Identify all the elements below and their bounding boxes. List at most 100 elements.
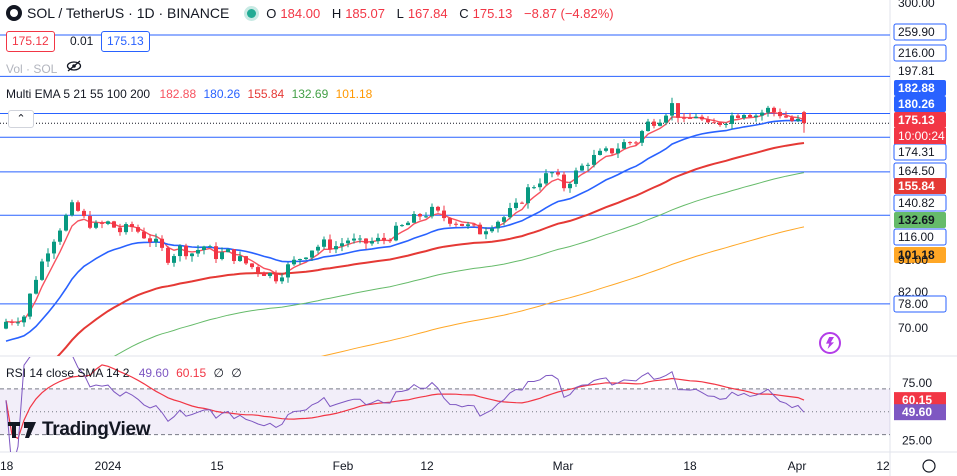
price-tag — [893, 23, 947, 41]
candle-body — [358, 238, 362, 240]
candle-body — [766, 107, 770, 113]
candle-body — [598, 150, 602, 155]
candle-body — [88, 216, 92, 228]
candle-body — [118, 227, 122, 233]
candle-body — [748, 114, 752, 118]
buy-price-button[interactable]: 175.13 — [101, 31, 150, 52]
candle-body — [310, 250, 314, 258]
symbol-title[interactable]: SOL / TetherUS · 1D · BINANCE — [27, 5, 230, 21]
ema55-line — [56, 142, 805, 356]
candle-body — [274, 272, 278, 282]
candle-body — [316, 246, 320, 251]
price-tick-label: 180.26 — [898, 97, 935, 111]
candle-body — [724, 123, 728, 125]
candle-body — [298, 259, 302, 261]
candle-body — [436, 206, 440, 211]
candle-body — [76, 202, 80, 211]
candle-body — [532, 187, 536, 189]
candle-body — [412, 214, 416, 223]
time-tick-label: 18 — [683, 459, 697, 473]
candle-body — [10, 321, 14, 323]
candle-body — [652, 121, 656, 126]
candle-body — [628, 142, 632, 144]
ema5-line — [5, 111, 805, 323]
market-status-icon[interactable] — [247, 8, 257, 18]
ema100-value: 132.69 — [291, 87, 329, 101]
rsi-tag — [894, 404, 946, 421]
ema200-line — [320, 226, 805, 356]
candle-body — [634, 142, 638, 144]
time-tick-label: 2024 — [95, 459, 122, 473]
rsi-value: 49.60 — [138, 366, 169, 380]
candle-body — [112, 221, 116, 228]
candle-body — [562, 174, 566, 189]
time-tick-label: Mar — [553, 459, 574, 473]
price-tick-label: 300.00 — [898, 0, 935, 10]
candle-body — [718, 122, 722, 125]
candle-body — [430, 206, 434, 217]
candle-body — [250, 263, 254, 268]
candle-body — [754, 115, 758, 118]
price-tag — [894, 178, 946, 194]
price-tick-label: 182.88 — [898, 81, 935, 95]
candle-body — [334, 246, 338, 250]
collapse-legend-button[interactable]: ⌃ — [8, 110, 34, 128]
ema5-value: 182.88 — [159, 87, 197, 101]
candle-body — [268, 272, 272, 276]
candle-body — [640, 131, 644, 143]
candle-body — [484, 231, 488, 235]
candle-body — [388, 240, 392, 242]
tradingview-logo-icon — [8, 422, 36, 438]
candle-body — [58, 230, 62, 242]
candle-body — [376, 237, 380, 242]
candle-body — [700, 116, 704, 120]
eye-hidden-icon[interactable] — [66, 60, 82, 72]
price-tick-label: 175.13 — [898, 113, 935, 127]
candle-body — [574, 170, 578, 184]
candle-body — [94, 222, 98, 228]
candle-body — [160, 238, 164, 248]
candle-body — [772, 107, 776, 112]
tradingview-logo[interactable]: TradingView — [8, 419, 151, 441]
candle-body — [4, 321, 8, 329]
candle-body — [382, 237, 386, 241]
candle-body — [454, 223, 458, 225]
volume-indicator-label[interactable]: Vol · SOL — [6, 62, 58, 76]
price-tick-label: 259.90 — [898, 25, 935, 39]
candle-body — [424, 216, 428, 218]
rsi-pane — [5, 357, 805, 452]
candle-body — [16, 322, 20, 324]
high-value: 185.07 — [345, 5, 385, 21]
sell-price-button[interactable]: 175.12 — [6, 31, 55, 52]
candle-body — [586, 164, 590, 166]
candle-body — [148, 238, 152, 243]
candle-body — [106, 221, 110, 224]
candle-body — [670, 103, 674, 116]
candle-body — [34, 279, 38, 294]
candle-body — [124, 224, 128, 233]
ema-indicator-legend[interactable]: Multi EMA 5 21 55 100 200 182.88 180.26 … — [6, 87, 372, 101]
price-tag — [893, 295, 947, 313]
time-tick-label: 12 — [876, 459, 890, 473]
candle-body — [514, 202, 518, 209]
rsi-indicator-legend[interactable]: RSI 14 close SMA 14 2 49.60 60.15 ∅ ∅ — [6, 366, 242, 380]
rsi-sma-line — [5, 364, 805, 440]
candle-body — [304, 257, 308, 260]
solana-logo-icon — [6, 5, 22, 21]
price-tag — [894, 247, 946, 263]
candle-body — [460, 223, 464, 226]
lightning-icon[interactable] — [819, 332, 841, 354]
rsi-tag-label: 49.60 — [902, 405, 932, 419]
candle-body — [340, 243, 344, 247]
ema100-line — [113, 172, 805, 356]
candle-body — [802, 112, 806, 124]
candle-body — [694, 116, 698, 119]
candle-body — [46, 253, 50, 262]
candle-body — [352, 238, 356, 241]
candle-body — [244, 256, 248, 264]
time-tick-label: 15 — [210, 459, 224, 473]
price-tag — [893, 228, 947, 246]
candle-body — [622, 142, 626, 149]
